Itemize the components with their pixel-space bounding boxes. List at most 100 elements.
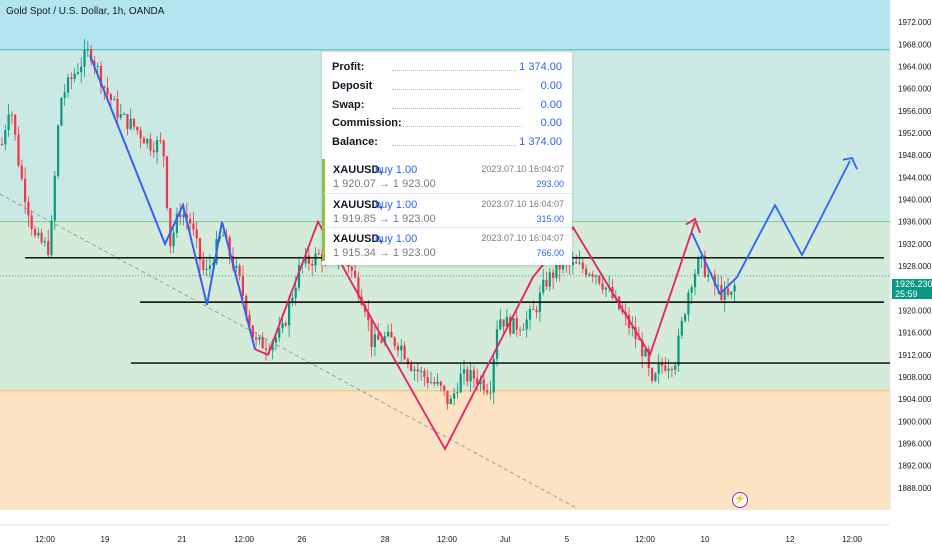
candle-body [433, 382, 436, 384]
summary-value: 0.00 [537, 80, 562, 92]
candle-body [387, 331, 390, 337]
candle-body [571, 261, 574, 266]
time-tick-label: 21 [178, 535, 187, 544]
trade-entry[interactable]: XAUUSD, buy 1.00 2023.07.10 16:04:07 1 9… [322, 193, 572, 227]
candle-body [235, 265, 238, 268]
candle-body [416, 369, 419, 372]
candle-body [255, 337, 258, 340]
candle-body [10, 114, 13, 116]
candle-body [561, 261, 565, 270]
candle-body [50, 220, 53, 256]
candle-body [674, 365, 677, 370]
candle-body [657, 363, 660, 374]
leader-dots [392, 108, 522, 109]
candle-body [519, 329, 522, 331]
candle-body [202, 259, 205, 270]
trade-entry[interactable]: XAUUSD, buy 1.00 2023.07.10 16:04:07 1 9… [322, 159, 572, 193]
candle-body [525, 319, 528, 330]
candle-body [179, 214, 182, 218]
candle-body [281, 323, 284, 329]
candle-body [489, 392, 492, 394]
candle-body [123, 113, 126, 115]
candle-body [248, 314, 251, 326]
candle-body [598, 275, 601, 284]
time-tick-label: 12:00 [234, 535, 255, 544]
candle-body [261, 337, 264, 349]
price-tick-label: 1964.000 [898, 63, 932, 72]
candle-body [159, 140, 162, 142]
candle-body [126, 113, 129, 129]
trade-time: 2023.07.10 16:04:07 [481, 164, 564, 174]
candle-body [499, 319, 502, 330]
candle-body [604, 287, 607, 290]
chart-title: Gold Spot / U.S. Dollar, 1h, OANDA [6, 6, 165, 17]
candle-body [476, 378, 479, 385]
candle-body [687, 292, 690, 315]
candle-body [393, 337, 396, 346]
candle-body [7, 114, 10, 131]
candle-body [660, 363, 664, 366]
candle-body [47, 241, 50, 256]
candle-body [373, 334, 376, 348]
pattern-arrowhead [685, 217, 701, 234]
candle-body [288, 302, 291, 326]
candle-body [664, 365, 667, 371]
time-tick-label: 28 [381, 535, 390, 544]
time-tick-label: 26 [298, 535, 307, 544]
candle-body [535, 309, 538, 313]
candle-body [208, 265, 211, 269]
candle-body [390, 331, 393, 338]
candle-body [90, 49, 93, 61]
candle-body [354, 270, 357, 278]
candle-body [439, 381, 442, 386]
summary-row-commission: Commission: 0.00 [332, 117, 562, 131]
leader-dots [392, 145, 522, 146]
price-tick-label: 1940.000 [898, 196, 932, 205]
candle-body [396, 345, 400, 351]
candle-body [198, 238, 202, 260]
candle-body [43, 241, 46, 243]
candle-body [304, 255, 307, 264]
time-tick-label: 10 [701, 535, 710, 544]
candle-body [469, 370, 472, 382]
summary-row-profit: Profit: 1 374.00 [332, 61, 562, 75]
trade-entry[interactable]: XAUUSD, buy 1.00 2023.07.10 16:04:07 1 9… [322, 227, 572, 261]
candle-body [641, 340, 644, 357]
candle-body [693, 274, 697, 288]
summary-label: Deposit [332, 80, 376, 92]
candle-body [380, 339, 383, 343]
candle-body [228, 237, 231, 257]
candle-body [129, 118, 132, 129]
candle-body [169, 208, 172, 247]
candle-body [119, 114, 122, 118]
candle-body [466, 369, 469, 382]
candle-body [383, 336, 386, 343]
lightning-icon[interactable]: ⚡ [732, 492, 748, 508]
candle-body [377, 334, 380, 340]
projection-path [691, 160, 851, 296]
trade-side: buy 1.00 [375, 199, 418, 211]
candle-body [429, 382, 433, 384]
candle-body [423, 370, 426, 378]
candle-body [370, 320, 373, 348]
candle-body [472, 370, 475, 379]
summary-label: Swap: [332, 99, 368, 111]
candle-body [113, 99, 116, 101]
trade-prices: 1 920.07 → 1 923.00 [333, 178, 436, 190]
candle-body [462, 369, 466, 374]
candle-body [76, 72, 79, 74]
candle-body [486, 390, 489, 393]
candle-body [238, 265, 241, 277]
candle-body [651, 368, 654, 381]
price-tick-label: 1928.000 [898, 262, 932, 271]
candle-body [152, 150, 155, 153]
candle-body [631, 327, 634, 329]
candle-body [33, 228, 37, 236]
candle-body [558, 262, 561, 270]
candle-body [146, 138, 149, 144]
candle-body [505, 316, 508, 327]
summary-label: Commission: [332, 117, 405, 129]
candle-body [512, 318, 515, 334]
candle-body [136, 126, 139, 131]
candle-body [532, 309, 535, 311]
